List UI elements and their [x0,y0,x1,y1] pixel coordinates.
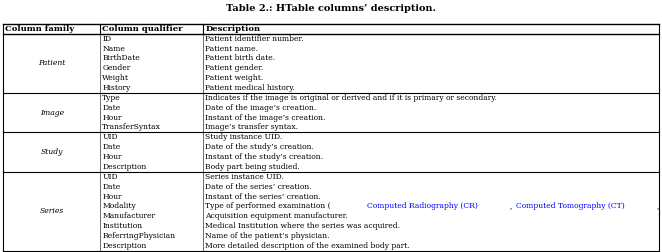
Text: Hour: Hour [103,193,122,201]
Text: Computed Tomography (CT): Computed Tomography (CT) [516,202,625,210]
Text: ReferringPhysician: ReferringPhysician [103,232,175,240]
Text: Study: Study [40,148,63,156]
Text: Body part being studied.: Body part being studied. [205,163,300,171]
Text: Instant of the image’s creation.: Instant of the image’s creation. [205,114,326,122]
Text: Series: Series [40,207,64,215]
Text: ,: , [657,202,661,210]
Text: Column qualifier: Column qualifier [103,25,183,33]
Text: ,: , [510,202,515,210]
Text: Acquisition equipment manufacturer.: Acquisition equipment manufacturer. [205,212,348,220]
Text: More detailed description of the examined body part.: More detailed description of the examine… [205,242,410,250]
Text: Description: Description [205,25,260,33]
Text: Description: Description [103,163,147,171]
Text: Modality: Modality [103,202,136,210]
Text: Patient name.: Patient name. [205,45,258,53]
Text: Medical Institution where the series was acquired.: Medical Institution where the series was… [205,222,401,230]
Text: Date of the image’s creation.: Date of the image’s creation. [205,104,316,112]
Text: TransferSyntax: TransferSyntax [103,123,161,132]
Text: Patient weight.: Patient weight. [205,74,263,82]
Text: Date of the series’ creation.: Date of the series’ creation. [205,183,312,191]
Text: Date: Date [103,143,120,151]
Text: Table 2.: HTable columns’ description.: Table 2.: HTable columns’ description. [226,4,436,13]
Text: Date: Date [103,104,120,112]
Text: Date: Date [103,183,120,191]
Text: Patient gender.: Patient gender. [205,64,263,72]
Text: Patient birth date.: Patient birth date. [205,54,275,62]
Text: Name of the patient’s physician.: Name of the patient’s physician. [205,232,330,240]
Text: Weight: Weight [103,74,129,82]
Text: Series instance UID.: Series instance UID. [205,173,284,181]
Text: Patient identifier number.: Patient identifier number. [205,35,304,43]
Text: Name: Name [103,45,125,53]
Text: Computed Radiography (CR): Computed Radiography (CR) [367,202,478,210]
Text: Patient: Patient [38,59,66,67]
Text: Image: Image [40,109,64,117]
Text: Instant of the series’ creation.: Instant of the series’ creation. [205,193,321,201]
Text: Gender: Gender [103,64,130,72]
Text: UID: UID [103,133,118,141]
Text: Type of performed examination (: Type of performed examination ( [205,202,331,210]
Text: Hour: Hour [103,114,122,122]
Text: Column family: Column family [5,25,75,33]
Text: Institution: Institution [103,222,142,230]
Text: Date of the study’s creation.: Date of the study’s creation. [205,143,314,151]
Text: ID: ID [103,35,111,43]
Text: Patient medical history.: Patient medical history. [205,84,295,92]
Text: UID: UID [103,173,118,181]
Text: Study instance UID.: Study instance UID. [205,133,283,141]
Text: Image’s transfer syntax.: Image’s transfer syntax. [205,123,298,132]
Text: Manufacturer: Manufacturer [103,212,156,220]
Text: Hour: Hour [103,153,122,161]
Text: Instant of the study’s creation.: Instant of the study’s creation. [205,153,323,161]
Text: Indicates if the image is original or derived and if it is primary or secondary.: Indicates if the image is original or de… [205,94,497,102]
Text: BirthDate: BirthDate [103,54,140,62]
Text: History: History [103,84,130,92]
Text: Description: Description [103,242,147,250]
Text: Type: Type [103,94,121,102]
